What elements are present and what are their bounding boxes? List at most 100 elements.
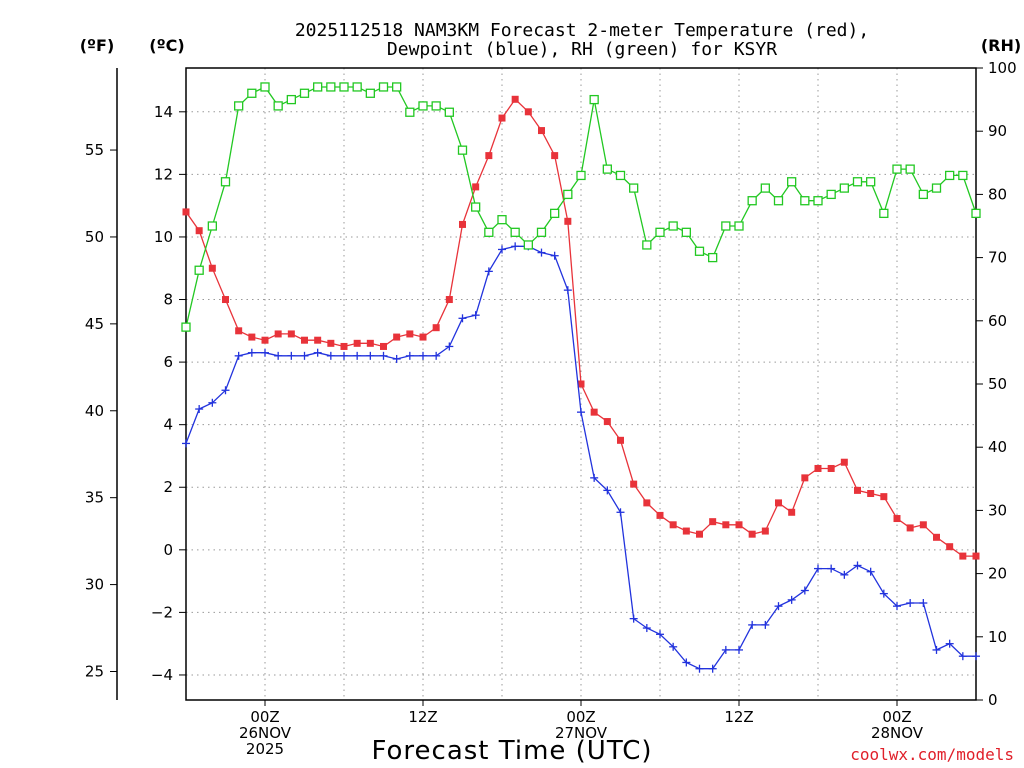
x-tick-label: 00Z [566,708,595,726]
temperature-point [498,114,506,122]
rh-tick-label: 10 [988,628,1007,646]
temperature-point [538,127,545,135]
temperature-point [406,330,414,338]
dewpoint-point [603,486,612,495]
rh-point [313,82,323,92]
rh-tick-label: 0 [988,691,998,709]
chart-title-line-2: Dewpoint (blue), RH (green) for KSYR [387,39,777,60]
rh-point [418,101,428,111]
dewpoint-point [919,599,928,608]
temperature-point [340,342,348,350]
rh-tick-label: 90 [988,122,1007,140]
rh-point [207,221,217,231]
dewpoint-point [761,620,770,629]
rh-point [563,189,573,200]
rh-point [405,107,415,117]
temperature-point [577,380,585,388]
temperature-point [933,533,940,541]
rh-point [629,183,639,193]
rh-point [958,170,968,181]
temperature-point [919,521,927,529]
x-tick-label: 27NOV [555,724,608,742]
temperature-point [459,220,466,228]
rh-point [747,196,757,206]
dewpoint-point [563,286,572,295]
celsius-tick-label: 12 [154,165,173,183]
temperature-point [248,333,256,341]
celsius-tick-label: 6 [163,353,173,371]
x-tick-label: 2025 [246,740,284,758]
dewpoint-point [932,645,941,654]
rh-point [800,196,810,206]
rh-tick-label: 30 [988,501,1007,519]
x-tick-label: 12Z [408,708,437,726]
dewpoint-point [945,639,954,648]
dewpoint-point [735,645,743,654]
dewpoint-point [221,386,230,395]
dewpoint-point [471,311,480,320]
dewpoint-point [840,570,849,579]
dewpoint-point [208,398,217,407]
rh-point [444,107,454,117]
rh-point [813,196,823,206]
temperature-point [867,490,875,498]
temperature-point [353,339,361,347]
celsius-tick-label: −4 [151,666,173,684]
temperature-point [946,543,954,551]
rh-point [589,94,599,105]
temperature-point [472,183,480,191]
rh-point [694,246,705,256]
dewpoint-point [326,351,335,360]
temperature-point [287,330,295,338]
temperature-point [682,527,690,535]
dewpoint-point [577,408,585,417]
rh-tick-label: 50 [988,375,1007,393]
dewpoint-point [445,342,454,351]
temperature-point [814,464,822,472]
rh-point [550,208,560,219]
dewpoint-point [261,348,269,357]
temperature-point [603,418,611,426]
dewpoint-point [682,658,691,667]
dewpoint-point [748,620,757,629]
rh-point [326,82,336,92]
rh-point [378,82,389,92]
rh-point [484,227,494,237]
rh-point [471,202,481,212]
temperature-point [906,524,914,532]
x-tick-label: 26NOV [239,724,292,742]
temperature-point [854,486,861,494]
dewpoint-point [432,351,441,360]
temperature-point [801,474,809,482]
dewpoint-point [379,351,388,360]
rh-tick-label: 40 [988,438,1007,456]
rh-point [392,82,402,92]
rh-point [286,94,296,105]
dewpoint-point [458,314,467,323]
dewpoint-point [616,508,625,517]
fahrenheit-tick-label: 40 [85,402,104,420]
dewpoint-point [787,595,796,604]
temperature-point [669,521,677,529]
celsius-tick-label: 0 [163,541,173,559]
dewpoint-point [827,564,836,573]
dewpoint-point [814,564,822,573]
rh-point [247,88,257,98]
dewpoint-point [708,664,717,673]
x-tick-label: 00Z [882,708,911,726]
dewpoint-point [893,602,901,611]
temperature-point [827,464,835,472]
temperature-point [696,530,703,538]
dewpoint-point [642,624,651,633]
fahrenheit-tick-label: 55 [85,141,104,159]
fahrenheit-tick-label: 50 [85,228,104,246]
temperature-point [222,296,229,304]
dewpoint-point [313,348,322,357]
fahrenheit-tick-label: 30 [85,576,104,594]
rh-point [773,196,784,206]
dewpoint-point [419,351,427,360]
dewpoint-point [629,614,638,623]
temperature-point [274,330,282,338]
rh-point [273,101,283,111]
